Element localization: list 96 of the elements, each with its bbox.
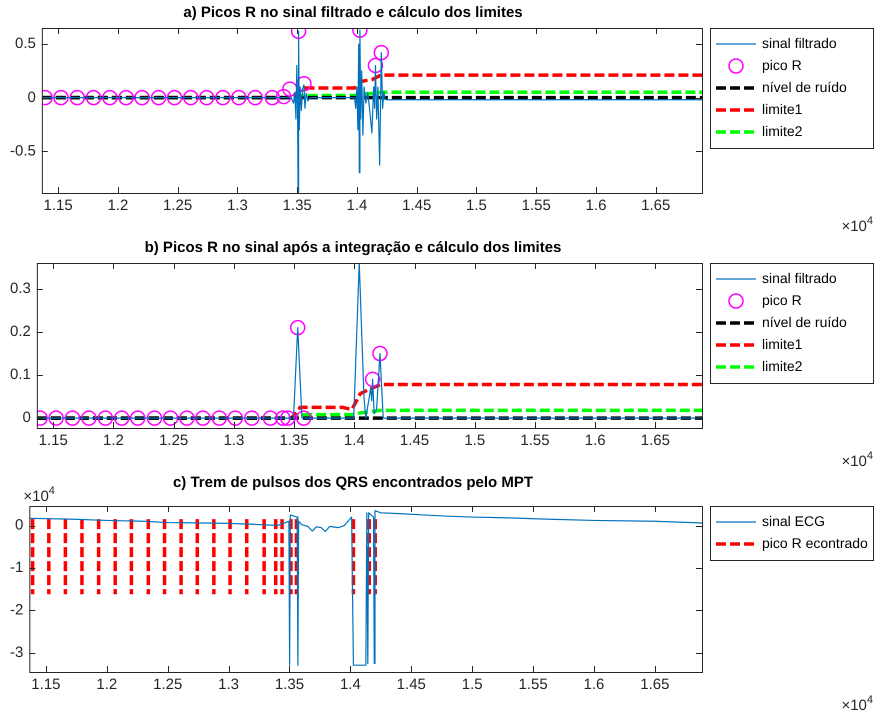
x-tick-label: 1.65	[641, 197, 670, 214]
x-tick-label: 1.25	[163, 197, 192, 214]
x-tick-label: 1.6	[584, 432, 606, 450]
point	[134, 90, 150, 106]
x-tick-label: 1.4	[344, 432, 365, 450]
legend-label: nível de ruído	[762, 314, 848, 330]
x-tick-label: 1.2	[107, 197, 128, 214]
y-tick-label: 0	[14, 516, 24, 534]
point	[114, 410, 130, 426]
point	[264, 90, 280, 106]
y-tick-label: -3	[10, 644, 24, 662]
x-tick-label: 1.25	[153, 676, 182, 694]
legend-label: pico R	[762, 292, 802, 308]
point	[364, 372, 380, 388]
point	[118, 90, 134, 106]
x-tick-label: 1.6	[586, 197, 606, 214]
point	[290, 320, 306, 336]
y-tick-label: 0.1	[10, 366, 31, 384]
point	[86, 90, 102, 106]
x-tick-label: 1.35	[274, 676, 304, 694]
point	[215, 90, 231, 106]
point	[228, 410, 244, 426]
point	[183, 90, 199, 106]
legend-label: pico R	[762, 56, 802, 73]
legend-label: limite2	[762, 358, 803, 374]
point	[146, 410, 162, 426]
x-tick-label: 1.65	[640, 676, 670, 694]
x-tick-label: 1.5	[466, 197, 487, 214]
y-tick-label: 0.3	[10, 280, 31, 297]
x-tick-label: 1.15	[31, 676, 61, 694]
point	[368, 58, 384, 74]
point	[162, 410, 178, 426]
x-tick-label: 1.25	[159, 432, 188, 450]
x-tick-label: 1.45	[400, 432, 430, 450]
legend-label: limite1	[762, 100, 803, 117]
x-tick-label: 1.4	[340, 676, 361, 694]
legend-label: sinal filtrado	[762, 270, 837, 286]
x-tick-label: 1.5	[462, 676, 483, 694]
x-tick-label: 1.3	[226, 197, 248, 214]
x-tick-label: 1.45	[402, 197, 432, 214]
point	[275, 410, 291, 426]
point	[48, 410, 64, 426]
x-tick-label: 1.45	[396, 676, 426, 694]
x-tick-label: 1.6	[584, 676, 604, 694]
legend-label: pico R econtrado	[762, 534, 868, 551]
point	[198, 90, 214, 106]
x-tick-label: 1.35	[279, 432, 309, 450]
point	[130, 410, 146, 426]
x-tick-label: 1.55	[522, 197, 551, 214]
y-tick-label: 0.5	[14, 35, 36, 52]
x-tick-label: 1.2	[96, 676, 118, 694]
point	[69, 90, 85, 106]
legend-label: sinal ECG	[762, 512, 826, 529]
point	[102, 90, 118, 106]
y-tick-label: -0.5	[10, 142, 36, 160]
x-tick-label: 1.5	[464, 432, 486, 450]
point	[247, 90, 263, 106]
chart-title: a) Picos R no sinal filtrado e cálculo dos limites	[183, 4, 523, 22]
point	[53, 90, 69, 106]
point	[64, 410, 80, 426]
point	[231, 90, 247, 106]
point	[296, 410, 312, 426]
legend-label: limite2	[762, 122, 803, 139]
x-tick-label: 1.15	[44, 197, 73, 214]
x-tick-label: 1.65	[640, 432, 670, 450]
point	[212, 410, 228, 426]
point	[166, 90, 182, 106]
legend-label: nível de ruído	[762, 78, 848, 95]
x-tick-label: 1.2	[103, 432, 124, 450]
point	[262, 410, 278, 426]
chart-title: b) Picos R no sinal após a integração e cálculo dos limites	[144, 239, 562, 256]
legend-label: limite1	[762, 336, 803, 352]
x-tick-label: 1.3	[218, 676, 240, 694]
point	[81, 410, 97, 426]
x-tick-label: 1.3	[223, 432, 244, 450]
point	[276, 88, 292, 104]
point	[282, 81, 298, 97]
point	[244, 410, 260, 426]
point	[98, 410, 114, 426]
x-tick-label: 1.15	[38, 432, 68, 450]
chart-title: c) Trem de pulsos dos QRS encontrados pelo MPT	[172, 474, 534, 492]
point	[179, 410, 195, 426]
point	[150, 90, 166, 106]
y-tick-label: -2	[10, 602, 24, 619]
x-tick-label: 1.4	[346, 197, 368, 214]
y-tick-label: 0	[22, 409, 31, 426]
legend-label: sinal filtrado	[762, 34, 837, 51]
point	[195, 410, 211, 426]
y-tick-label: 0.2	[10, 323, 31, 340]
y-tick-label: 0	[28, 88, 36, 106]
y-tick-label: -1	[10, 559, 24, 576]
x-tick-label: 1.55	[518, 676, 548, 694]
x-tick-label: 1.35	[282, 197, 312, 214]
point	[280, 410, 296, 426]
x-tick-label: 1.55	[520, 432, 550, 450]
point	[372, 346, 388, 362]
